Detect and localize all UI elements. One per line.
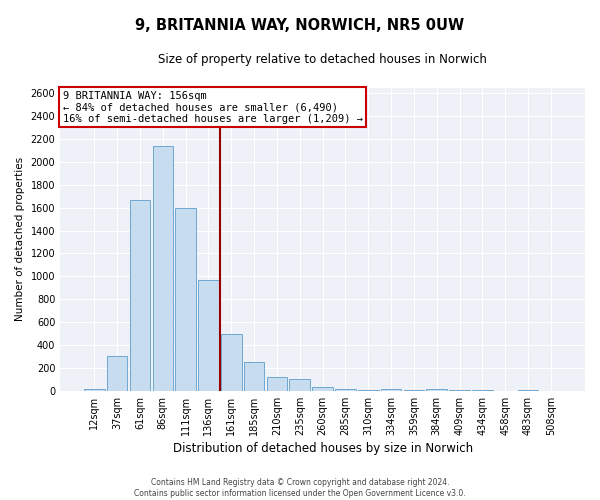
Bar [404, 390, 424, 391]
Text: 9, BRITANNIA WAY, NORWICH, NR5 0UW: 9, BRITANNIA WAY, NORWICH, NR5 0UW [136, 18, 464, 32]
Bar [175, 208, 196, 391]
Bar [107, 356, 127, 391]
Bar [381, 389, 401, 391]
Y-axis label: Number of detached properties: Number of detached properties [15, 157, 25, 321]
Bar [244, 362, 265, 391]
Bar [221, 334, 242, 391]
Bar [130, 200, 150, 391]
Bar [472, 390, 493, 391]
Bar [266, 377, 287, 391]
Bar [358, 390, 379, 391]
Bar [518, 390, 538, 391]
Bar [313, 387, 333, 391]
Bar [198, 280, 219, 391]
Bar [427, 389, 447, 391]
Bar [152, 146, 173, 391]
Title: Size of property relative to detached houses in Norwich: Size of property relative to detached ho… [158, 52, 487, 66]
X-axis label: Distribution of detached houses by size in Norwich: Distribution of detached houses by size … [173, 442, 473, 455]
Bar [289, 380, 310, 391]
Bar [84, 388, 104, 391]
Text: 9 BRITANNIA WAY: 156sqm
← 84% of detached houses are smaller (6,490)
16% of semi: 9 BRITANNIA WAY: 156sqm ← 84% of detache… [63, 90, 363, 124]
Bar [335, 388, 356, 391]
Bar [449, 390, 470, 391]
Text: Contains HM Land Registry data © Crown copyright and database right 2024.
Contai: Contains HM Land Registry data © Crown c… [134, 478, 466, 498]
